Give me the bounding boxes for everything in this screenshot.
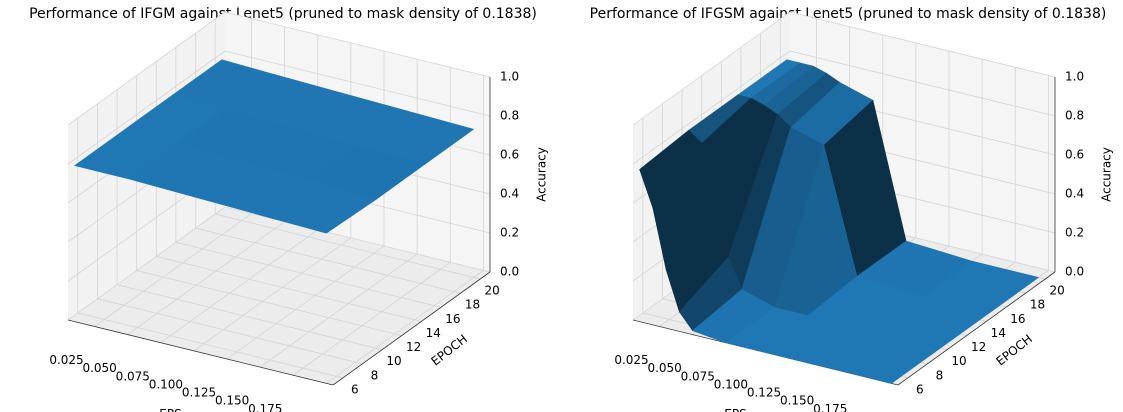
- y-tick-label: 8: [936, 368, 944, 382]
- x-tick-label: 0.100: [149, 377, 183, 391]
- z-tick-label: 1.0: [500, 70, 519, 84]
- x-tick-label: 0.200: [281, 410, 315, 412]
- x-tick-label: 0.075: [681, 369, 715, 383]
- surface-face: [259, 179, 377, 234]
- grid-line: [175, 241, 442, 308]
- grid-line: [160, 229, 318, 344]
- chart-title: Performance of IFGM against Lenet5 (prun…: [29, 6, 537, 22]
- y-tick-label: 10: [386, 354, 401, 368]
- y-tick-label: 20: [1050, 284, 1065, 298]
- z-tick-label: 0.8: [500, 109, 519, 123]
- grid-line: [293, 261, 451, 376]
- x-tick-label: 0.050: [647, 361, 681, 375]
- grid-line: [632, 50, 791, 165]
- grid-line: [67, 206, 226, 321]
- z-tick-label: 0.0: [1065, 265, 1084, 279]
- y-tick-label: 16: [1010, 312, 1025, 326]
- panel: Performance of IFGSM against Lenet5 (pru…: [590, 6, 1114, 412]
- grid-line: [193, 237, 352, 352]
- z-axis-label: Accuracy: [535, 147, 549, 202]
- grid-line: [136, 270, 402, 336]
- grid-line: [326, 270, 484, 384]
- grid-line: [215, 213, 481, 280]
- grid-line: [224, 11, 491, 78]
- z-tick-label: 0.2: [1065, 226, 1084, 240]
- x-tick-label: 0.175: [248, 402, 282, 412]
- x-tick-label: 0.200: [846, 410, 880, 412]
- x-tick-label: 0.025: [614, 353, 648, 367]
- y-tick-label: 18: [465, 298, 480, 312]
- x-tick-label: 0.125: [182, 386, 216, 400]
- y-tick-label: 14: [991, 326, 1006, 340]
- x-axis-label: EPS: [159, 407, 181, 412]
- grid-line: [94, 213, 252, 327]
- axis-line: [332, 271, 491, 386]
- grid-line: [226, 245, 385, 360]
- x-axis-label: EPS: [724, 407, 746, 412]
- x-tick-label: 0.175: [813, 402, 847, 412]
- y-tick-label: 18: [1030, 298, 1045, 312]
- pane-floor: [68, 207, 490, 385]
- x-tick-label: 0.025: [49, 353, 83, 367]
- grid-line: [67, 11, 226, 126]
- z-tick-label: 0.6: [1065, 148, 1084, 162]
- y-tick-label: 6: [916, 382, 924, 396]
- axis-line: [67, 319, 334, 386]
- y-tick-label: 14: [426, 326, 441, 340]
- grid-line: [67, 50, 226, 165]
- grid-line: [632, 11, 791, 126]
- grid-line: [77, 312, 343, 379]
- panel: Performance of IFGM against Lenet5 (prun…: [29, 6, 548, 412]
- z-tick-label: 1.0: [1065, 70, 1084, 84]
- z-tick-label: 0.0: [500, 265, 519, 279]
- x-tick-label: 0.050: [82, 361, 116, 375]
- grid-line: [224, 206, 491, 273]
- grid-line: [789, 11, 1056, 78]
- grid-line: [156, 256, 422, 322]
- surface-face: [824, 331, 942, 384]
- grid-line: [224, 50, 491, 117]
- y-tick-label: 6: [351, 382, 359, 396]
- y-tick-label: 20: [485, 284, 500, 298]
- x-tick-label: 0.150: [215, 394, 249, 408]
- x-tick-label: 0.100: [714, 377, 748, 391]
- z-axis-label: Accuracy: [1100, 147, 1114, 202]
- y-tick-label: 12: [971, 340, 986, 354]
- z-tick-label: 0.2: [500, 226, 519, 240]
- z-tick-label: 0.8: [1065, 109, 1084, 123]
- x-tick-label: 0.075: [116, 369, 150, 383]
- grid-line: [259, 253, 418, 368]
- chart-title: Performance of IFGSM against Lenet5 (pru…: [590, 6, 1107, 22]
- y-tick-label: 12: [406, 340, 421, 354]
- grid-line: [195, 227, 461, 294]
- grid-line: [116, 284, 383, 351]
- z-tick-label: 0.4: [500, 187, 519, 201]
- y-tick-label: 16: [445, 312, 460, 326]
- z-tick-label: 0.4: [1065, 187, 1084, 201]
- x-tick-label: 0.150: [780, 394, 814, 408]
- grid-line: [789, 50, 1056, 117]
- x-tick-label: 0.125: [747, 386, 781, 400]
- y-tick-label: 8: [371, 368, 379, 382]
- y-tick-label: 10: [951, 354, 966, 368]
- grid-line: [97, 298, 363, 365]
- axis-line: [897, 271, 1056, 386]
- z-tick-label: 0.6: [500, 148, 519, 162]
- grid-line: [127, 221, 285, 335]
